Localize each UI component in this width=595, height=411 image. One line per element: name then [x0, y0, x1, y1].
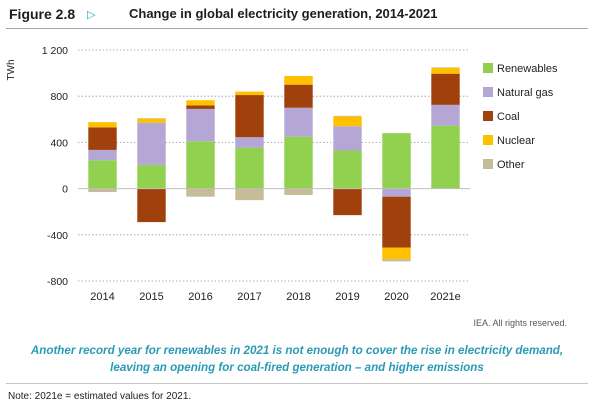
legend-label-coal: Coal [497, 111, 520, 123]
bar-renewables [186, 141, 215, 189]
bar-coal [186, 105, 215, 109]
bar-renewables [382, 133, 411, 189]
bar-natural-gas [333, 126, 362, 151]
legend-label-natural-gas: Natural gas [497, 87, 554, 99]
bar-other [382, 259, 411, 262]
bar-nuclear [137, 118, 166, 123]
bar-nuclear [431, 67, 460, 74]
legend-swatch-nuclear [483, 135, 493, 145]
legend-swatch-coal [483, 111, 493, 121]
x-tick-label: 2018 [286, 291, 310, 303]
bar-nuclear [333, 116, 362, 127]
x-tick-label: 2020 [384, 291, 408, 303]
y-axis-label: TWh [6, 59, 17, 80]
x-tick-label: 2019 [335, 291, 359, 303]
bar-renewables [333, 150, 362, 189]
stacked-bar-chart: TWh 1 200 800 400 0 -400 -800 2014 2015 2016 2017 2… [6, 45, 558, 303]
bar-other [235, 188, 264, 201]
bar-nuclear [235, 91, 264, 96]
bar-coal [88, 127, 117, 150]
y-tick-label: -400 [47, 230, 68, 242]
footer-divider [6, 383, 588, 384]
bar-renewables [284, 136, 313, 189]
x-tick-label: 2014 [90, 291, 114, 303]
bar-coal [137, 188, 166, 223]
bar-natural-gas [284, 107, 313, 137]
bar-natural-gas [137, 122, 166, 165]
bar-renewables [88, 160, 117, 189]
figure-title: Change in global electricity generation,… [129, 6, 438, 21]
bar-nuclear [382, 247, 411, 260]
figure-arrow-icon[interactable]: ▷ [87, 9, 96, 21]
legend-swatch-other [483, 159, 493, 169]
bar-other [186, 188, 215, 197]
legend-swatch-renewables [483, 63, 493, 73]
x-tick-label: 2017 [237, 291, 261, 303]
y-tick-label: 1 200 [42, 45, 68, 57]
bar-other [88, 188, 117, 193]
y-tick-label: 400 [50, 137, 68, 149]
x-tick-label: 2016 [188, 291, 212, 303]
y-tick-label: -800 [47, 276, 68, 288]
y-tick-label: 800 [50, 91, 68, 103]
figure-note: Note: 2021e = estimated values for 2021. [8, 391, 192, 402]
figure-header: Figure 2.8 ▷ Change in global electricit… [9, 6, 587, 28]
bar-other [284, 188, 313, 195]
legend-label-renewables: Renewables [497, 63, 558, 75]
bar-nuclear [186, 100, 215, 106]
bar-coal [284, 84, 313, 108]
bar-natural-gas [235, 137, 264, 148]
bar-coal [333, 188, 362, 216]
bar-coal [431, 73, 460, 105]
figure-caption: Another record year for renewables in 20… [30, 344, 564, 374]
bar-renewables [137, 164, 166, 189]
bar-natural-gas [88, 149, 117, 161]
bar-renewables [431, 125, 460, 189]
bar-natural-gas [382, 188, 411, 197]
y-tick-label: 0 [62, 184, 68, 196]
header-divider [6, 28, 588, 29]
bar-nuclear [88, 122, 117, 128]
bar-coal [235, 95, 264, 138]
bar-other [431, 67, 460, 68]
x-tick-label: 2021e [430, 291, 461, 303]
bar-natural-gas [431, 104, 460, 126]
bar-renewables [235, 147, 264, 189]
legend-label-other: Other [497, 159, 525, 171]
bar-coal [382, 196, 411, 248]
copyright-credit: IEA. All rights reserved. [473, 318, 567, 328]
legend-swatch-natural-gas [483, 87, 493, 97]
legend-label-nuclear: Nuclear [497, 135, 535, 147]
bar-other [333, 115, 362, 117]
x-tick-label: 2015 [139, 291, 163, 303]
bar-natural-gas [186, 108, 215, 142]
bar-nuclear [284, 75, 313, 85]
bar-other [137, 118, 166, 119]
figure-label: Figure 2.8 [9, 6, 76, 22]
